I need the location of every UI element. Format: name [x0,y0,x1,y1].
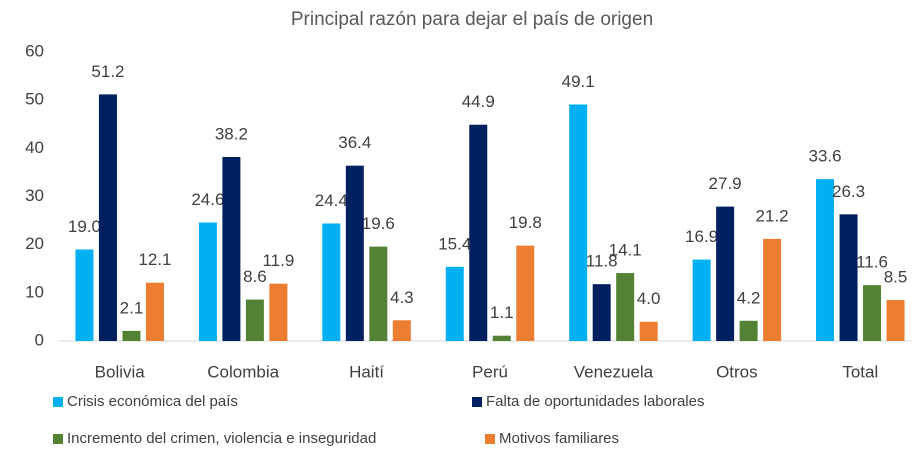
data-label: 24.6 [191,190,224,209]
bar [445,266,464,341]
bar [269,283,288,341]
bar [75,249,94,341]
bar [198,222,217,341]
bar [98,94,117,342]
bar [392,320,411,341]
bar [763,238,782,341]
bar [245,299,264,341]
y-tick-label: 30 [25,186,44,205]
data-label: 27.9 [709,174,742,193]
bar [886,300,905,341]
data-label: 38.2 [215,124,248,143]
x-tick-label: Perú [472,362,508,381]
data-label: 33.6 [808,147,841,166]
data-label: 8.6 [243,267,267,286]
bar [469,124,488,342]
bar [322,223,341,341]
y-tick-label: 60 [25,41,44,60]
bar [145,282,164,341]
bar [739,320,758,341]
bar [345,165,364,341]
chart-title: Principal razón para dejar el país de or… [291,9,653,30]
y-tick-label: 0 [35,330,44,349]
x-tick-label: Otros [716,362,758,381]
legend-swatch [485,434,495,444]
legend-label: Falta de oportunidades laborales [486,393,704,410]
legend-swatch [53,397,63,407]
y-tick-label: 50 [25,90,44,109]
bar [492,335,511,341]
bar [569,104,588,341]
data-label: 4.0 [637,289,661,308]
bar [122,330,141,341]
data-label: 36.4 [338,133,371,152]
data-label: 16.9 [685,227,718,246]
data-label: 51.2 [91,62,124,81]
data-label: 19.0 [68,217,101,236]
legend-swatch [472,397,482,407]
data-label: 14.1 [609,241,642,260]
x-tick-label: Haití [349,362,384,381]
legend-label: Crisis económica del país [67,393,238,410]
data-label: 12.1 [138,250,171,269]
bar [639,321,658,341]
bar [692,259,711,341]
y-tick-label: 10 [25,282,44,301]
data-label: 19.6 [362,214,395,233]
data-label: 44.9 [462,92,495,111]
bar [716,206,735,341]
data-label: 21.2 [756,206,789,225]
data-label: 2.1 [120,298,144,317]
data-label: 4.2 [737,288,761,307]
data-label: 49.1 [562,72,595,91]
x-tick-label: Venezuela [574,362,654,381]
data-label: 19.8 [509,213,542,232]
data-label: 15.4 [438,234,471,253]
data-label: 11.9 [262,251,294,270]
bar [863,285,882,341]
legend-label: Motivos familiares [499,430,619,447]
y-tick-label: 40 [25,138,44,157]
data-label: 26.3 [832,182,865,201]
bar [592,284,611,341]
data-label: 11.6 [856,253,888,272]
bar [222,157,241,341]
data-label: 1.1 [490,303,514,322]
bar [369,246,388,341]
bar [839,214,858,341]
x-tick-label: Colombia [207,362,279,381]
bar [516,245,535,341]
x-tick-label: Bolivia [95,362,146,381]
y-tick-label: 20 [25,234,44,253]
bar [816,179,835,341]
data-label: 11.8 [586,252,618,271]
data-label: 8.5 [884,268,908,287]
legend-swatch [53,434,63,444]
legend-label: Incremento del crimen, violencia e inseg… [67,430,376,447]
bar [616,273,635,341]
data-label: 24.4 [315,191,348,210]
data-label: 4.3 [390,288,414,307]
x-tick-label: Total [842,362,878,381]
